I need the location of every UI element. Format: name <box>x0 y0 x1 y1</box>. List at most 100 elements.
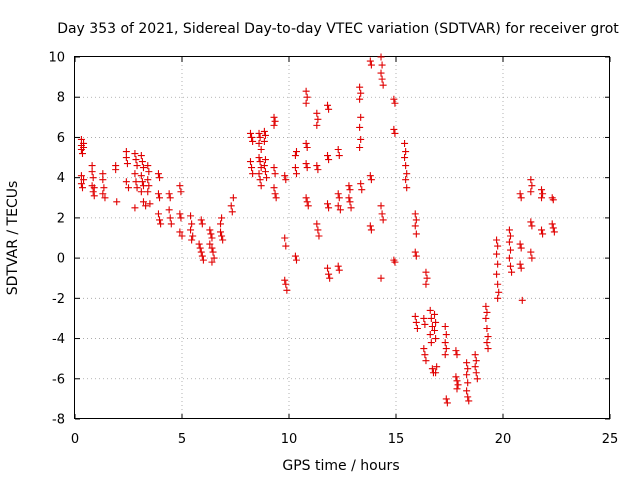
y-tick-label: -2 <box>52 292 65 307</box>
data-point <box>144 176 152 184</box>
data-point <box>303 164 311 172</box>
data-point <box>246 158 254 166</box>
data-point <box>291 252 299 260</box>
data-point <box>412 216 420 224</box>
data-point <box>539 230 547 238</box>
data-point <box>538 194 546 202</box>
x-tick-label: 15 <box>388 432 405 447</box>
data-point <box>189 232 197 240</box>
data-point <box>441 339 449 347</box>
data-point <box>391 258 399 266</box>
data-point <box>132 178 140 186</box>
data-point <box>421 351 429 359</box>
data-point <box>263 174 271 182</box>
data-point <box>493 270 501 278</box>
data-point <box>505 254 513 262</box>
data-point <box>494 280 502 288</box>
data-point <box>260 137 268 145</box>
data-point <box>156 174 164 182</box>
data-point <box>356 123 364 131</box>
data-point <box>302 87 310 95</box>
data-point <box>422 268 430 276</box>
data-point <box>366 222 374 230</box>
data-point <box>411 248 419 256</box>
data-point <box>420 345 428 353</box>
data-point <box>198 220 206 228</box>
data-point <box>208 258 216 266</box>
data-point <box>197 248 205 256</box>
data-point <box>484 333 492 341</box>
data-point <box>208 234 216 242</box>
data-point <box>260 127 268 135</box>
data-point <box>356 95 364 103</box>
data-point <box>366 57 374 65</box>
y-tick-label: 0 <box>57 252 65 267</box>
data-point <box>427 339 435 347</box>
data-point <box>452 347 460 355</box>
data-point <box>256 176 264 184</box>
data-point <box>453 377 461 385</box>
data-point <box>357 113 365 121</box>
data-point <box>314 226 322 234</box>
data-point <box>292 148 300 156</box>
data-point <box>495 288 503 296</box>
data-point <box>367 176 375 184</box>
data-point <box>482 314 490 322</box>
data-point <box>261 168 269 176</box>
y-tick-label: -6 <box>52 372 65 387</box>
data-point <box>483 325 491 332</box>
data-point <box>176 182 184 190</box>
data-point <box>302 139 310 147</box>
data-point <box>261 156 269 164</box>
data-point <box>518 296 526 304</box>
data-point <box>257 146 265 154</box>
data-point <box>346 198 354 206</box>
data-point <box>527 218 535 226</box>
data-point <box>187 212 195 220</box>
data-point <box>77 135 85 143</box>
data-point <box>198 252 206 260</box>
data-point <box>166 194 174 202</box>
data-point <box>197 216 205 224</box>
data-point <box>283 286 291 294</box>
data-point <box>246 129 254 137</box>
data-point <box>453 351 461 359</box>
data-point <box>255 129 263 137</box>
data-point <box>379 216 387 224</box>
data-point <box>270 164 278 172</box>
data-point <box>412 230 420 238</box>
data-point <box>391 99 399 107</box>
data-point <box>324 200 332 208</box>
data-point <box>138 178 146 186</box>
data-point <box>88 162 96 170</box>
data-point <box>538 186 546 194</box>
data-point <box>463 371 471 379</box>
x-tick-label: 20 <box>495 432 512 447</box>
data-point <box>454 381 462 389</box>
data-point <box>291 164 299 172</box>
data-point <box>336 206 344 214</box>
data-point <box>249 170 257 178</box>
data-point <box>441 322 449 330</box>
y-axis-label: SDTVAR / TECUs <box>5 181 21 296</box>
data-point <box>137 172 145 180</box>
data-point <box>256 133 264 141</box>
data-point <box>206 226 214 234</box>
data-point <box>144 188 152 196</box>
data-point <box>255 139 263 147</box>
x-tick-label: 10 <box>281 432 298 447</box>
data-point <box>431 310 439 318</box>
data-point <box>377 202 385 210</box>
data-point <box>248 164 256 172</box>
data-point <box>494 242 502 250</box>
data-point <box>209 248 217 256</box>
data-point <box>217 220 225 228</box>
data-point <box>139 198 147 206</box>
data-point <box>527 176 535 184</box>
data-point <box>257 182 265 190</box>
data-point <box>271 117 279 125</box>
data-point <box>550 228 558 236</box>
data-point <box>206 240 214 248</box>
grid-lines <box>75 57 610 419</box>
data-point <box>517 244 525 252</box>
